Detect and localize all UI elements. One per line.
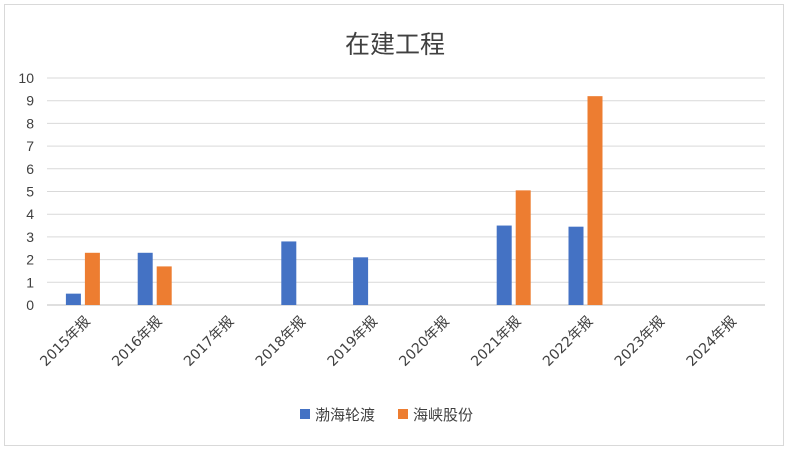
x-tick-label: 2021年报	[468, 314, 524, 370]
y-tick-label: 7	[26, 138, 34, 154]
bar-series2	[515, 190, 531, 305]
legend-swatch	[300, 409, 310, 419]
legend-label: 海峡股份	[413, 406, 473, 424]
bar-series1	[496, 225, 512, 305]
bar-series1	[137, 252, 153, 305]
x-tick-label: 2018年报	[253, 314, 309, 370]
x-tick-label: 2023年报	[612, 314, 668, 370]
y-tick-label: 2	[26, 252, 34, 268]
y-tick-label: 10	[18, 70, 34, 86]
y-tick-label: 1	[26, 274, 34, 290]
bar-series1	[65, 293, 81, 305]
y-tick-label: 4	[26, 206, 34, 222]
y-axis-ticks: 0 1 2 3 4 5 6 7 8 9 10	[18, 70, 34, 313]
x-axis-ticks: 2015年报 2016年报 2017年报 2018年报 2019年报 2020年报 2021…	[37, 314, 740, 370]
bar-series2	[156, 266, 172, 305]
bar-series2	[84, 252, 100, 305]
legend-label: 渤海轮渡	[315, 406, 375, 424]
legend-swatch	[398, 409, 408, 419]
gridlines	[47, 77, 765, 306]
x-tick-label: 2016年报	[109, 314, 165, 370]
x-tick-label: 2022年报	[540, 314, 596, 370]
bar-series2	[587, 96, 603, 305]
y-tick-label: 9	[26, 93, 34, 109]
y-tick-label: 8	[26, 115, 34, 131]
y-tick-label: 5	[26, 184, 34, 200]
bar-series1	[353, 257, 369, 305]
x-tick-label: 2024年报	[684, 314, 740, 370]
legend: 渤海轮渡 海峡股份	[300, 406, 473, 424]
x-tick-label: 2020年报	[396, 314, 452, 370]
x-tick-label: 2019年报	[325, 314, 381, 370]
x-tick-label: 2017年报	[181, 314, 237, 370]
bar-series1	[281, 241, 297, 305]
bar-series1	[568, 226, 584, 305]
y-tick-label: 3	[26, 229, 34, 245]
bars	[65, 96, 603, 305]
x-tick-label: 2015年报	[37, 314, 93, 370]
y-tick-label: 0	[26, 297, 34, 313]
chart-title: 在建工程	[345, 30, 445, 59]
y-tick-label: 6	[26, 161, 34, 177]
